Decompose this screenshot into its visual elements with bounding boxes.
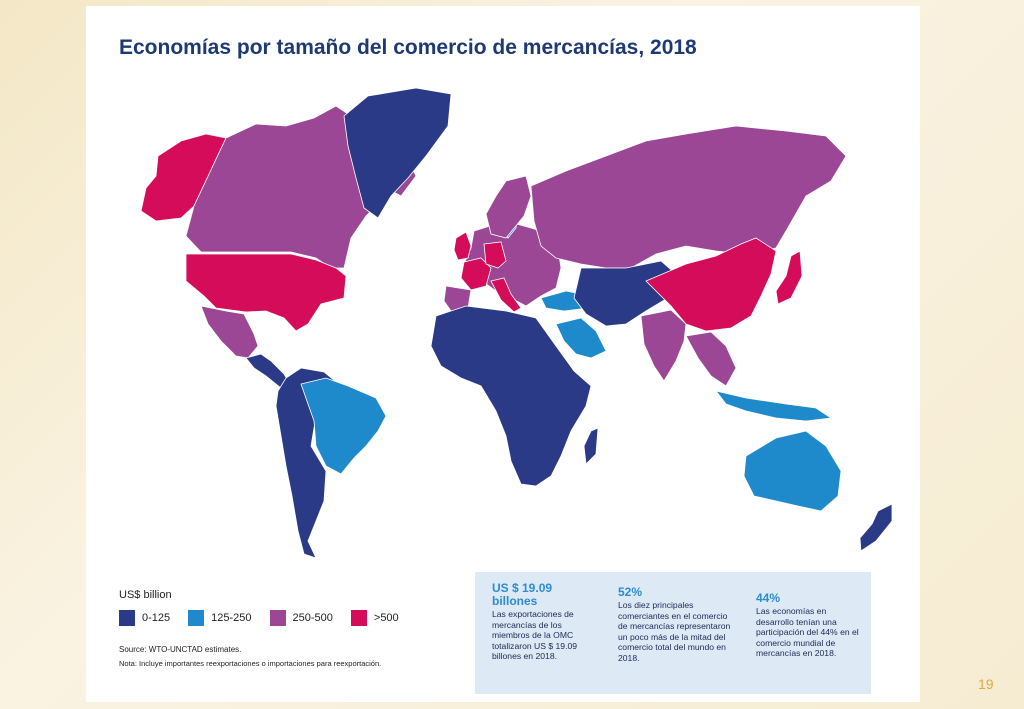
stat-headline: US $ 19.09 billones	[492, 581, 553, 608]
legend-swatch	[188, 610, 205, 626]
region-australia	[743, 430, 842, 512]
legend-label: >500	[373, 612, 399, 624]
legend-items: 0-125 125-250 250-500 >500	[119, 610, 449, 626]
stats-box: US $ 19.09 billones Las exportaciones de…	[475, 572, 871, 694]
region-germany	[483, 241, 507, 269]
region-alaska	[140, 133, 227, 222]
region-japan	[775, 250, 803, 305]
region-central-asia	[573, 260, 677, 327]
stat-text: Las exportaciones de mercancías de los m…	[492, 609, 578, 662]
region-france	[460, 257, 492, 291]
legend-item: 0-125	[119, 610, 170, 626]
legend-label: 0-125	[142, 612, 171, 624]
source-text: Source: WTO-UNCTAD estimates.	[119, 645, 242, 654]
region-madagascar	[583, 427, 599, 465]
slide-title: Economías por tamaño del comercio de mer…	[119, 36, 697, 59]
legend-swatch	[119, 610, 135, 626]
page-number: 19	[978, 676, 994, 692]
stat-top-ten: 52% Los diez principales comerciantes en…	[601, 572, 739, 694]
region-brazil	[300, 377, 387, 475]
region-usa	[185, 253, 347, 332]
slide: Economías por tamaño del comercio de mer…	[86, 6, 920, 702]
stat-headline: 44%	[756, 591, 781, 605]
region-africa	[430, 305, 592, 487]
region-indonesia	[714, 390, 833, 422]
region-new-zealand	[859, 503, 893, 552]
region-italy	[490, 277, 522, 313]
legend-label: 125-250	[211, 612, 252, 624]
stat-text: Los diez principales comerciantes en el …	[618, 600, 731, 663]
region-southeast-asia	[685, 331, 737, 387]
region-india	[640, 309, 687, 382]
region-uk	[453, 231, 472, 261]
legend-swatch	[269, 610, 286, 626]
stat-exports: US $ 19.09 billones Las exportaciones de…	[475, 572, 601, 694]
region-russia	[530, 125, 847, 269]
legend-swatch	[350, 610, 367, 626]
region-china	[645, 237, 777, 332]
legend-label: 250-500	[292, 612, 333, 624]
region-saudi-arabia	[555, 317, 607, 359]
stat-headline: 52%	[618, 585, 643, 599]
region-nordics	[485, 175, 532, 239]
legend-item: 125-250	[188, 610, 252, 626]
note-text: Nota: Incluye importantes reexportacione…	[119, 659, 382, 668]
legend-title: US$ billion	[119, 589, 172, 601]
stat-text: Las economías en desarrollo tenían una p…	[756, 606, 859, 659]
legend: US$ billion 0-125 125-250 250-500 >500	[119, 589, 449, 626]
world-map	[140, 87, 893, 559]
legend-item: 250-500	[269, 610, 333, 626]
region-greenland	[343, 87, 452, 219]
stat-developing: 44% Las economías en desarrollo tenían u…	[739, 572, 871, 694]
region-mexico	[200, 305, 259, 359]
legend-item: >500	[350, 610, 399, 626]
